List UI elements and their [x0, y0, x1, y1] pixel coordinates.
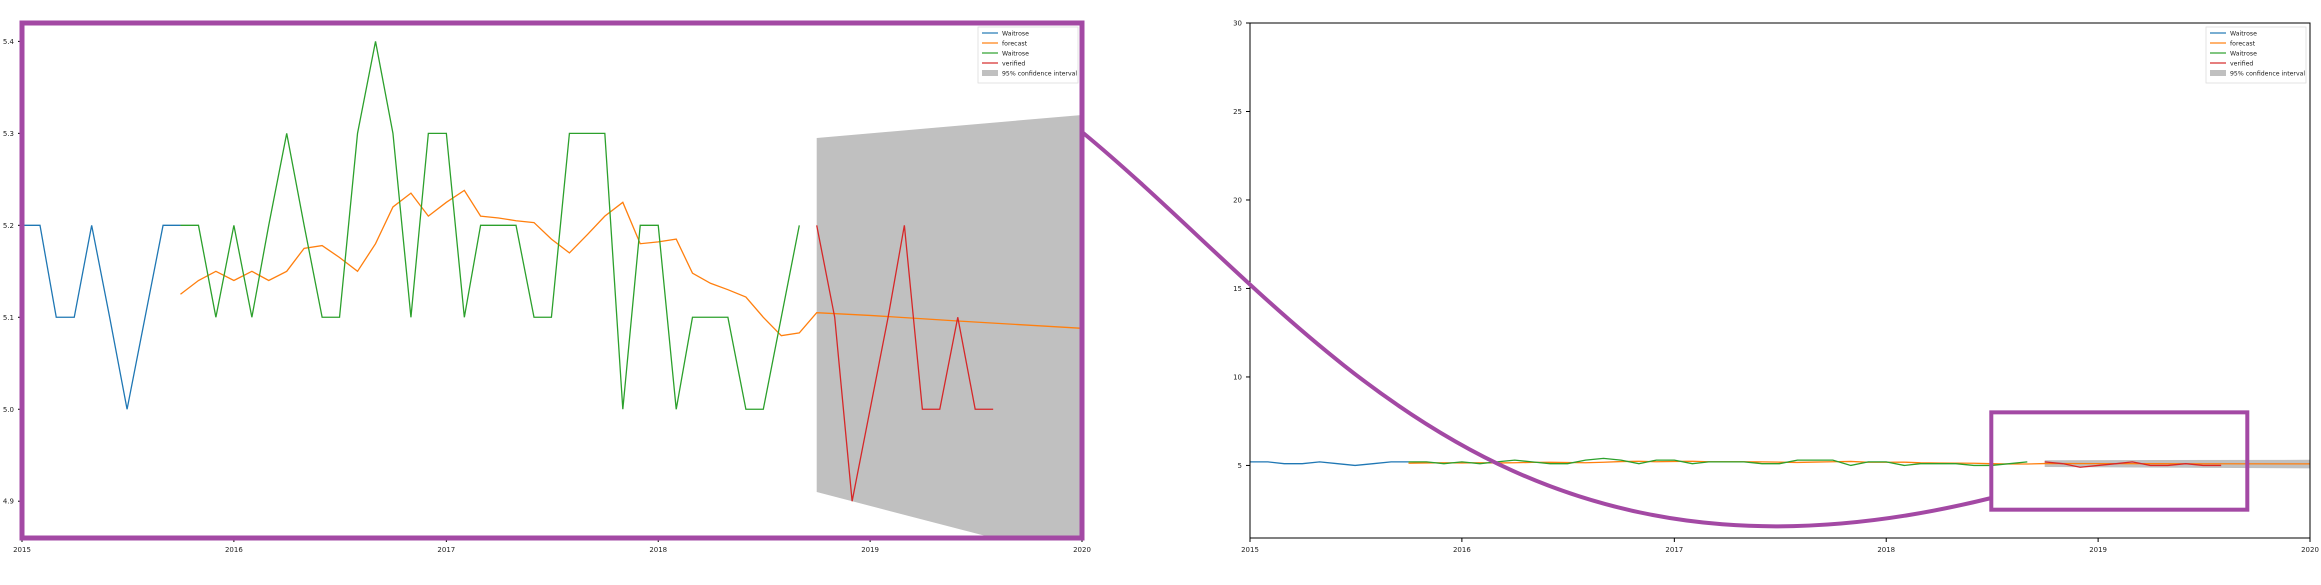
left-y-tick-label: 5.2: [3, 222, 14, 230]
right-legend-label: forecast: [2230, 40, 2256, 47]
left-legend-label: Waitrose: [1002, 50, 1029, 57]
left-legend-box: [977, 26, 1079, 84]
right-legend-label: verified: [2230, 60, 2253, 67]
left-y-tick-label: 5.0: [3, 406, 14, 414]
right-series-line-waitrose-2: [1408, 457, 2028, 467]
right-series-line-verified-3: [2044, 461, 2222, 468]
left-x-tick-label: 2020: [1073, 546, 1091, 554]
zoom-overlay: [19, 20, 2250, 541]
right-x-tick-label: 2015: [1241, 546, 1259, 554]
right-x-tick-label: 2018: [1877, 546, 1895, 554]
left-legend-label: 95% confidence interval: [1002, 70, 1077, 77]
right-chart: Waitrose forecast Waitrose verified 95% conf…: [1233, 20, 2319, 555]
left-y-tick-label: 5.3: [3, 130, 14, 138]
left-series-line-forecast-1: [180, 189, 1082, 337]
right-x-tick-label: 2020: [2301, 546, 2319, 554]
zoom-box-small: [1989, 410, 2250, 512]
right-x-tick-label: 2019: [2089, 546, 2107, 554]
left-legend-swatch: [982, 70, 998, 76]
left-legend-label: forecast: [1002, 40, 1028, 47]
right-series-line-forecast-1: [1408, 460, 2310, 465]
left-x-tick-label: 2016: [225, 546, 243, 554]
left-legend-label: Waitrose: [1002, 30, 1029, 37]
right-y-tick-label: 5: [1238, 462, 1242, 470]
right-x-tick-label: 2016: [1453, 546, 1471, 554]
right-y-tick-label: 20: [1233, 196, 1242, 204]
right-y-tick-label: 25: [1233, 108, 1242, 116]
left-y-tick-label: 5.4: [3, 38, 15, 46]
right-legend-label: 95% confidence interval: [2230, 70, 2305, 77]
right-legend-label: Waitrose: [2230, 50, 2257, 57]
left-series-line-verified-3: [816, 225, 994, 502]
left-confidence-band: [816, 114, 1082, 538]
left-chart: Waitrose forecast Waitrose verified 95% conf…: [3, 22, 1091, 554]
left-y-tick-label: 4.9: [3, 498, 14, 506]
left-series-line-waitrose-2: [180, 41, 800, 410]
left-x-tick-label: 2017: [437, 546, 455, 554]
right-x-tick-label: 2017: [1665, 546, 1683, 554]
left-legend-label: verified: [1002, 60, 1025, 67]
right-y-tick-label: 10: [1233, 373, 1242, 381]
left-x-tick-label: 2018: [649, 546, 667, 554]
right-legend-label: Waitrose: [2230, 30, 2257, 37]
left-y-tick-label: 5.1: [3, 314, 14, 322]
right-y-tick-label: 15: [1233, 285, 1242, 293]
right-legend-swatch: [2210, 70, 2226, 76]
right-plot-frame: [1249, 22, 2311, 539]
left-x-tick-label: 2015: [13, 546, 31, 554]
left-x-tick-label: 2019: [861, 546, 879, 554]
zoom-box-large: [19, 20, 1085, 541]
zoom-connector: [1080, 130, 1992, 529]
right-series-line-waitrose-0: [1250, 461, 1409, 467]
right-y-tick-label: 30: [1233, 20, 1242, 28]
left-series-line-waitrose-0: [22, 224, 181, 410]
